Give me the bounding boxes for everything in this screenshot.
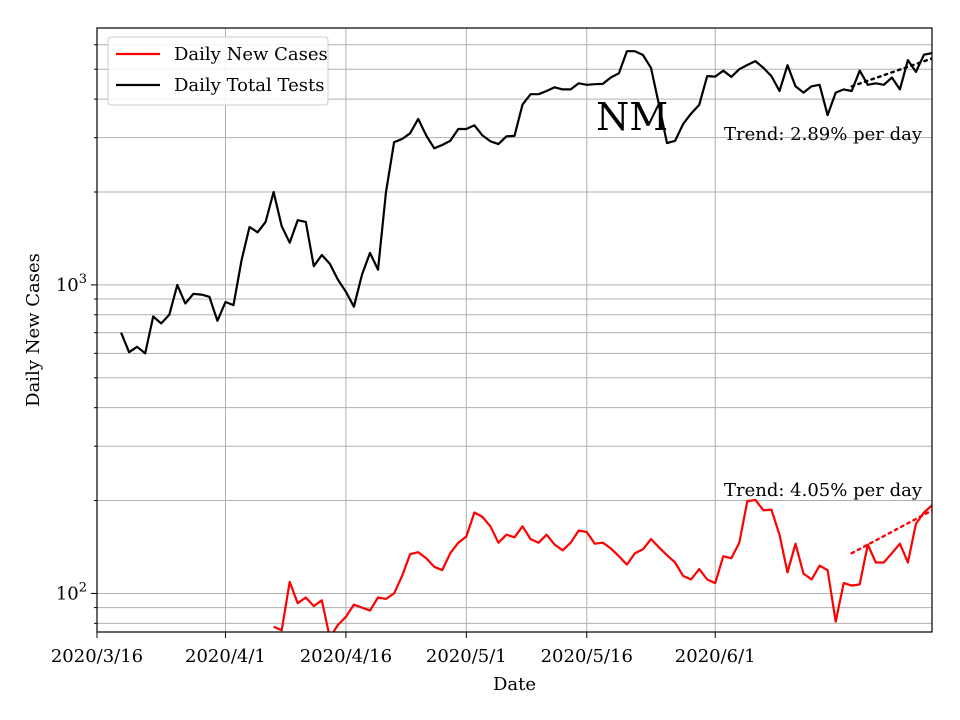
- x-tick-label: 2020/5/16: [541, 646, 633, 667]
- trend-line-tests: [850, 57, 932, 88]
- x-tick-label: 2020/5/1: [426, 646, 507, 667]
- plot-area: [120, 50, 932, 632]
- x-axis-label: Date: [493, 674, 536, 695]
- trend-label-tests: Trend: 2.89% per day: [724, 124, 923, 145]
- series-line-daily-total-tests: [120, 50, 932, 355]
- legend-label-tests: Daily Total Tests: [174, 75, 324, 96]
- y-axis-label: Daily New Cases: [23, 253, 44, 407]
- ticks: 102 103 2020/3/16 2020/4/1 2020/4/16 2020/5/1…: [51, 44, 756, 667]
- x-tick-label: 2020/4/1: [185, 646, 266, 667]
- y-tick-label: 103: [56, 272, 87, 296]
- x-tick-label: 2020/3/16: [51, 646, 143, 667]
- trend-line-cases: [850, 509, 932, 555]
- legend-box: [107, 36, 329, 106]
- y-tick-label: 102: [56, 580, 87, 604]
- trend-label-cases: Trend: 4.05% per day: [724, 480, 923, 501]
- trend-lines: [850, 57, 932, 555]
- series-line-daily-new-cases: [273, 498, 932, 632]
- x-tick-label: 2020/6/1: [675, 646, 756, 667]
- chart-annotation: NM: [596, 95, 668, 139]
- grid: [96, 28, 932, 632]
- legend-label-cases: Daily New Cases: [174, 44, 328, 65]
- axes-frame: [96, 27, 933, 633]
- legend: Daily New Cases Daily Total Tests: [107, 36, 329, 106]
- x-tick-label: 2020/4/16: [300, 646, 392, 667]
